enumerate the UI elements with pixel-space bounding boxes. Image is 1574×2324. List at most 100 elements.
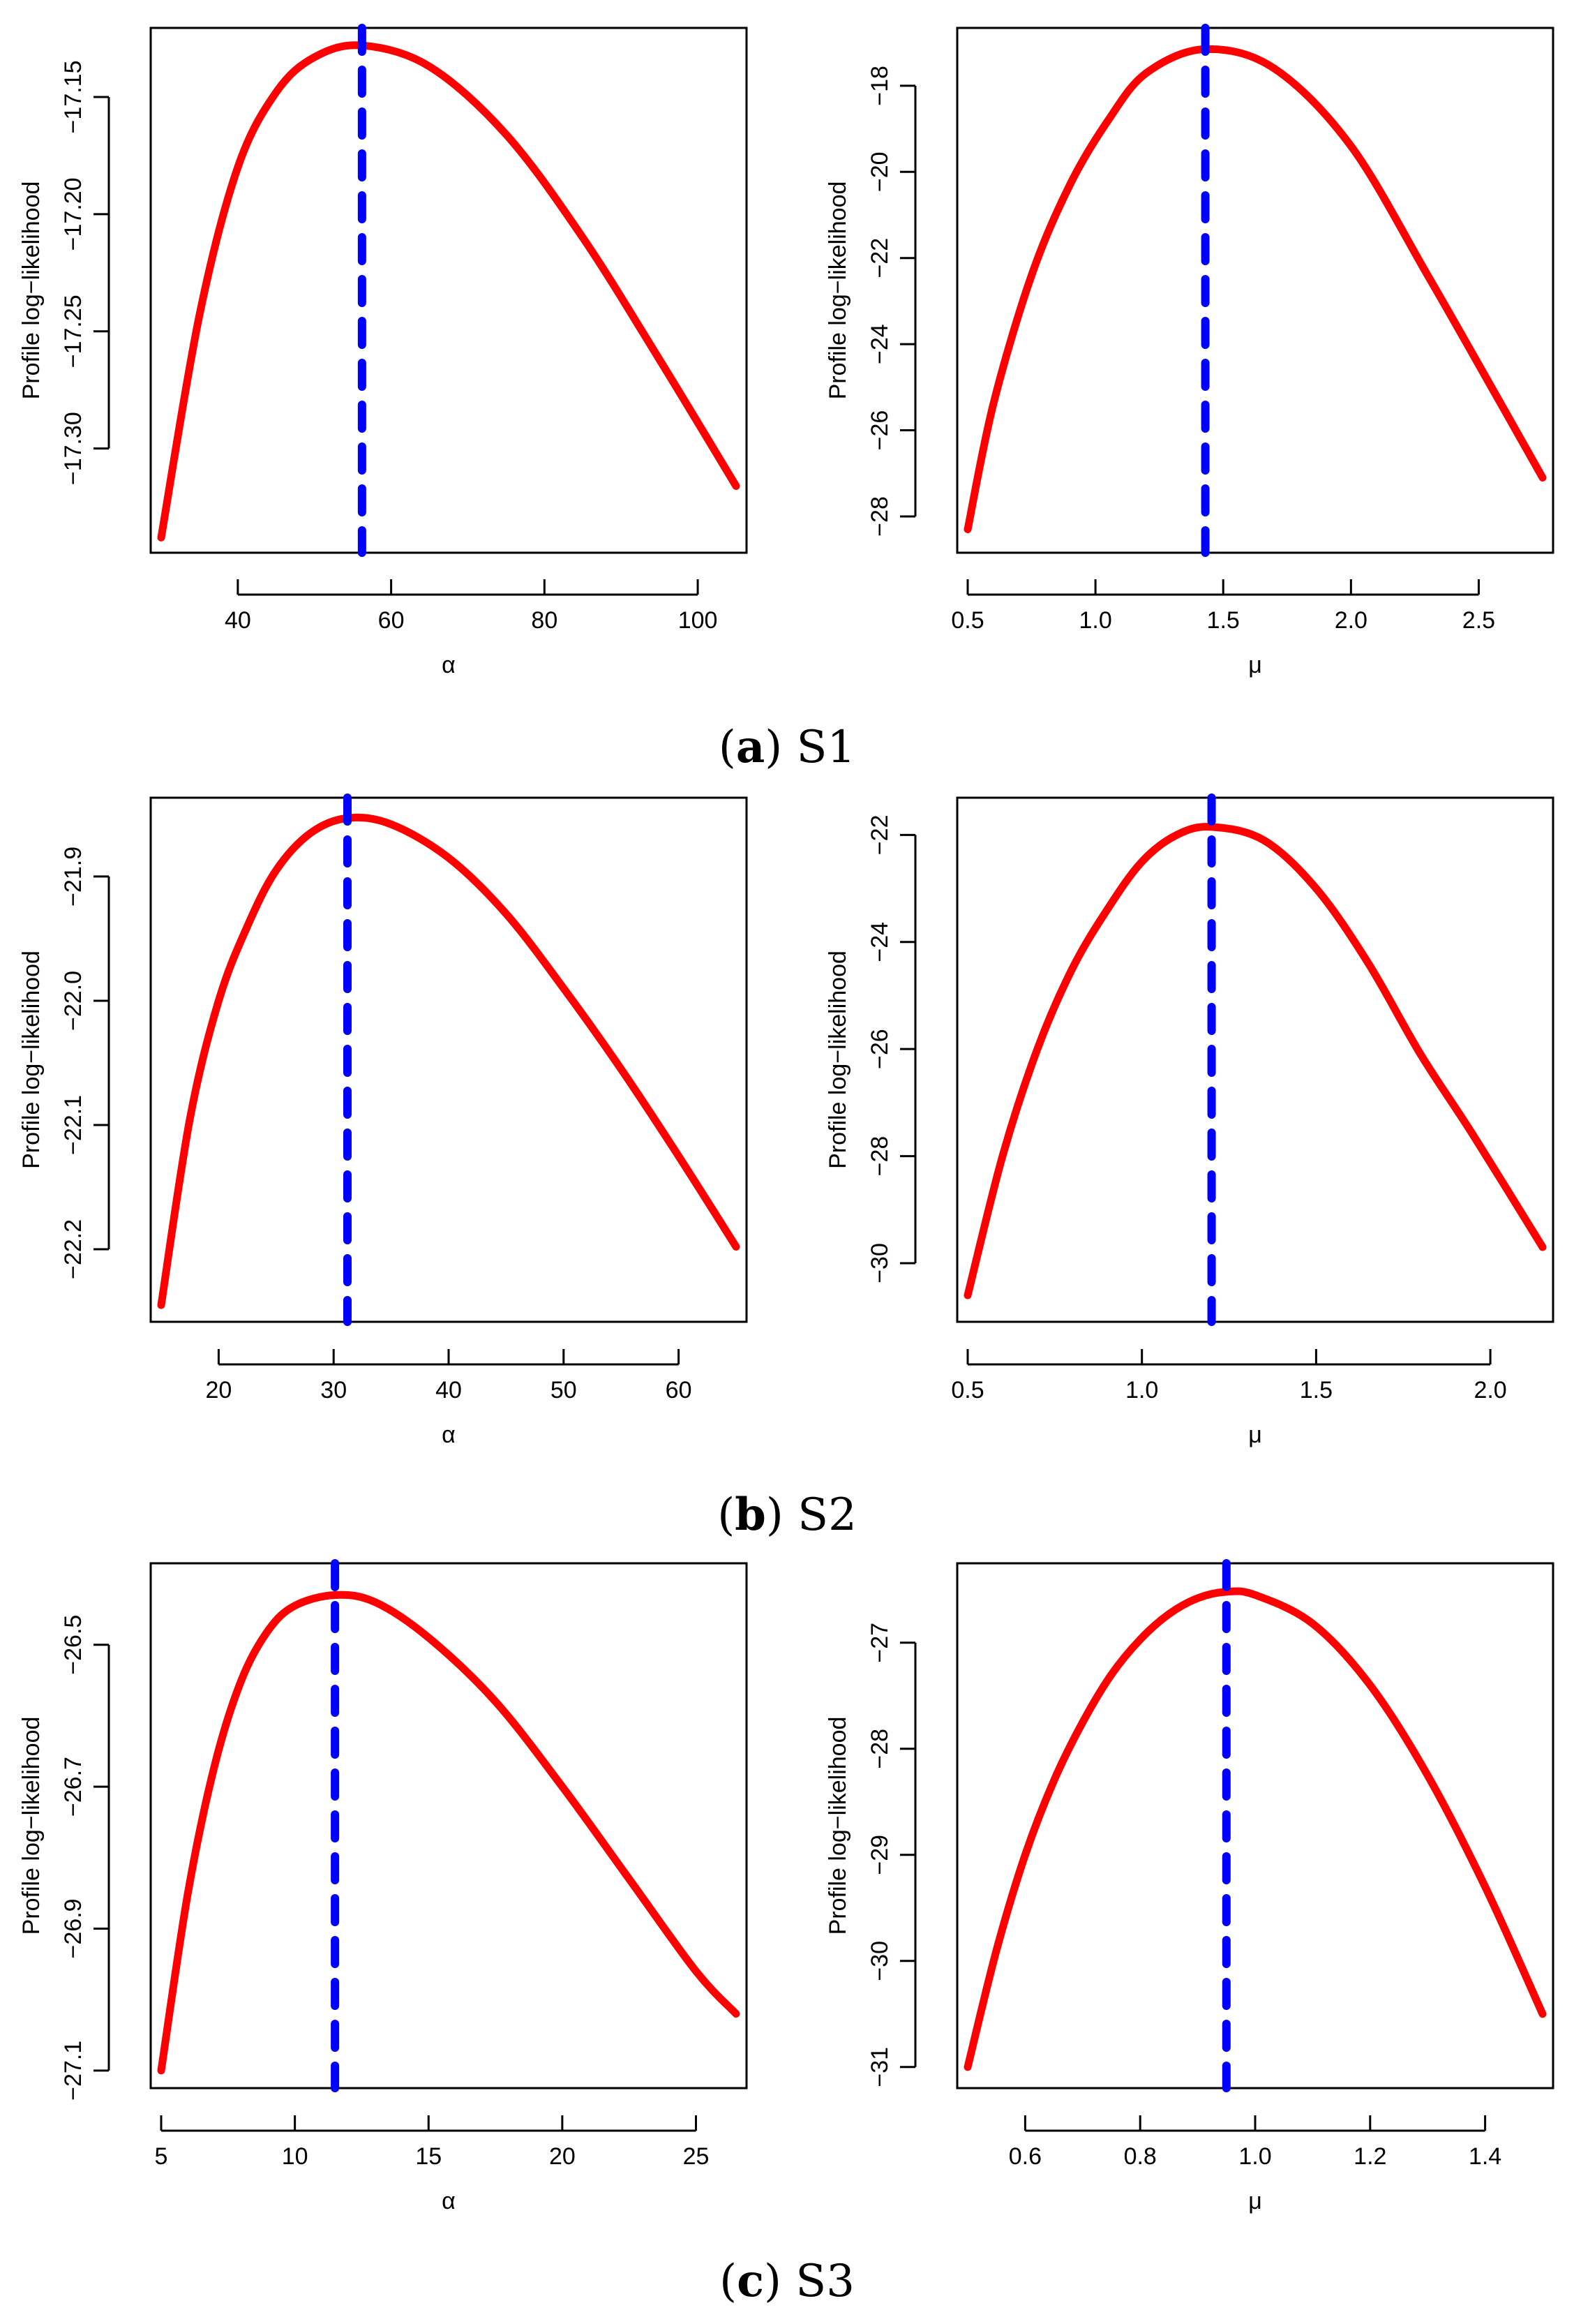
y-tick-label: −27.1 <box>60 2041 87 2101</box>
x-tick-label: 0.5 <box>951 1377 984 1403</box>
x-axis-label: α <box>442 1422 456 1448</box>
x-axis-label: α <box>442 2188 456 2214</box>
y-tick-label: −22.0 <box>60 971 87 1031</box>
x-axis: 0.5 1.0 1.5 2.0 μ <box>951 1349 1507 1448</box>
x-tick-label: 1.0 <box>1238 2143 1271 2170</box>
profile-likelihood-curve <box>964 823 1547 1299</box>
panel-S2-mu: 0.5 1.0 1.5 2.0 μ −22 −24 −26 −28 −30 Profile log−… <box>825 794 1554 1448</box>
caption-letter: c <box>737 2255 764 2307</box>
x-axis: 0.6 0.8 1.0 1.2 1.4 μ <box>1009 2115 1501 2214</box>
plot-frame <box>149 27 748 554</box>
caption-S3: (c) S3 <box>719 2255 855 2307</box>
x-tick-label: 0.8 <box>1124 2143 1157 2170</box>
x-tick-label: 15 <box>415 2143 442 2170</box>
y-tick-label: −29 <box>867 1835 893 1875</box>
y-axis-label: Profile log−likelihood <box>825 181 851 400</box>
x-tick-label: 1.5 <box>1300 1377 1333 1403</box>
x-tick-label: 10 <box>282 2143 308 2170</box>
y-tick-label: −26.9 <box>60 1898 87 1958</box>
x-tick-label: 25 <box>683 2143 710 2170</box>
x-axis-label: α <box>442 652 456 678</box>
y-tick-label: −26 <box>867 1029 893 1069</box>
plot-frame <box>956 796 1554 1323</box>
x-tick-label: 0.5 <box>951 607 984 634</box>
y-tick-label: −20 <box>867 151 893 192</box>
y-axis: −22 −24 −26 −28 −30 Profile log−likelihood <box>825 815 917 1283</box>
caption-label: S1 <box>797 722 856 773</box>
x-tick-label: 80 <box>531 607 557 634</box>
x-tick-label: 1.0 <box>1079 607 1111 634</box>
y-tick-label: −30 <box>867 1941 893 1981</box>
x-axis: 5 10 15 20 25 α <box>155 2115 710 2214</box>
panel-S1-alpha: 40 60 80 100 α −17.15 −17.20 −17.25 −17.30 Profil… <box>18 24 748 678</box>
plot-frame <box>956 1562 1554 2090</box>
caption-S1: (a) S1 <box>719 721 855 773</box>
profile-likelihood-curve <box>964 1587 1547 2071</box>
y-axis-label: Profile log−likelihood <box>18 181 45 400</box>
y-tick-label: −18 <box>867 66 893 106</box>
y-tick-label: −21.9 <box>60 847 87 907</box>
y-tick-label: −17.25 <box>60 295 87 368</box>
caption-letter: b <box>735 1489 766 1541</box>
panel-S3-alpha: 5 10 15 20 25 α −26.5 −26.7 −26.9 −27.1 Profile lo… <box>18 1559 748 2214</box>
x-tick-label: 5 <box>155 2143 168 2170</box>
profile-likelihood-curve <box>964 45 1547 533</box>
plot-frame <box>956 27 1554 554</box>
y-tick-label: −31 <box>867 2047 893 2087</box>
y-tick-label: −24 <box>867 324 893 364</box>
x-axis-label: μ <box>1248 1422 1262 1448</box>
y-tick-label: −28 <box>867 496 893 537</box>
x-tick-label: 20 <box>205 1377 232 1403</box>
y-tick-label: −22 <box>867 815 893 856</box>
y-tick-label: −17.15 <box>60 60 87 133</box>
plot-frame <box>149 1562 748 2090</box>
y-axis-label: Profile log−likelihood <box>18 951 45 1169</box>
x-tick-label: 50 <box>550 1377 577 1403</box>
x-tick-label: 30 <box>320 1377 347 1403</box>
y-tick-label: −22.1 <box>60 1095 87 1155</box>
x-tick-label: 40 <box>225 607 251 634</box>
caption-label: S2 <box>797 1489 857 1541</box>
caption-label: S3 <box>795 2256 855 2307</box>
plot-frame <box>149 796 748 1323</box>
y-axis: −26.5 −26.7 −26.9 −27.1 Profile log−likeliho… <box>18 1615 110 2101</box>
x-tick-label: 2.0 <box>1474 1377 1506 1403</box>
x-tick-label: 2.5 <box>1462 607 1495 634</box>
y-tick-label: −26.5 <box>60 1615 87 1675</box>
y-tick-label: −17.20 <box>60 177 87 251</box>
x-axis-label: μ <box>1248 2188 1262 2214</box>
y-tick-label: −24 <box>867 922 893 962</box>
y-axis: −27 −28 −29 −30 −31 Profile log−likelihood <box>825 1623 917 2087</box>
x-tick-label: 1.2 <box>1354 2143 1386 2170</box>
x-axis: 0.5 1.0 1.5 2.0 2.5 μ <box>951 579 1495 678</box>
caption-letter: a <box>736 721 765 773</box>
y-tick-label: −30 <box>867 1243 893 1283</box>
y-axis: −18 −20 −22 −24 −26 −28 Profile log−likelihood <box>825 66 917 537</box>
y-tick-label: −17.30 <box>60 412 87 485</box>
y-tick-label: −27 <box>867 1623 893 1663</box>
x-tick-label: 1.5 <box>1207 607 1240 634</box>
panel-S2-alpha: 20 30 40 50 60 α −21.9 −22.0 −22.1 −22.2 Profile l… <box>18 794 748 1448</box>
y-axis-label: Profile log−likelihood <box>825 951 851 1169</box>
profile-likelihood-curve <box>157 41 740 542</box>
y-tick-label: −28 <box>867 1136 893 1177</box>
y-tick-label: −22.2 <box>60 1219 87 1279</box>
x-axis: 40 60 80 100 α <box>225 579 717 678</box>
y-tick-label: −22 <box>867 238 893 278</box>
y-axis: −17.15 −17.20 −17.25 −17.30 Profile log−like… <box>18 60 110 485</box>
y-tick-label: −28 <box>867 1729 893 1769</box>
panel-S1-mu: 0.5 1.0 1.5 2.0 2.5 μ −18 −20 −22 −24 −26 −28 Profil… <box>825 24 1554 678</box>
y-tick-label: −26 <box>867 410 893 451</box>
caption-S2: (b) S2 <box>717 1489 857 1541</box>
x-tick-label: 1.0 <box>1125 1377 1158 1403</box>
x-tick-label: 100 <box>678 607 718 634</box>
y-axis-label: Profile log−likelihood <box>18 1717 45 1935</box>
panel-S3-mu: 0.6 0.8 1.0 1.2 1.4 μ −27 −28 −29 −30 −31 Profile l… <box>825 1559 1554 2214</box>
x-tick-label: 60 <box>666 1377 692 1403</box>
profile-likelihood-curve <box>157 813 740 1309</box>
y-tick-label: −26.7 <box>60 1757 87 1817</box>
y-axis: −21.9 −22.0 −22.1 −22.2 Profile log−likeliho… <box>18 847 110 1279</box>
x-tick-label: 2.0 <box>1335 607 1367 634</box>
x-tick-label: 0.6 <box>1009 2143 1042 2170</box>
